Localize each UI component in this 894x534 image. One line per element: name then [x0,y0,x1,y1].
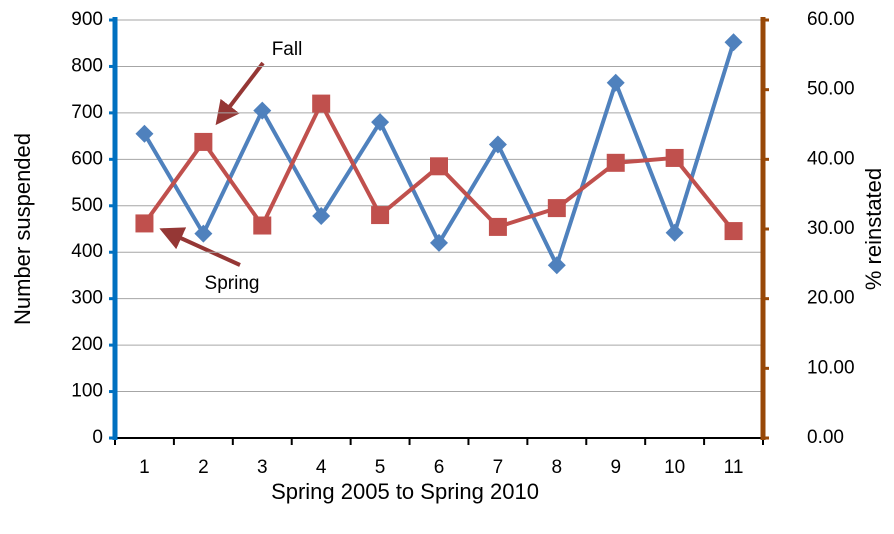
y2-axis-title: % reinstated [861,168,886,290]
annotation: Fall [272,39,303,60]
y-tick-label: 400 [71,241,103,262]
data-point [724,222,743,241]
data-point [194,224,213,243]
y2-tick-label: 10.00 [807,357,855,378]
annotation: Spring [205,273,260,294]
x-tick-label: 7 [493,457,504,478]
data-point [606,73,625,92]
x-tick-label: 9 [610,457,621,478]
x-tick-label: 10 [664,457,685,478]
y-tick-label: 500 [71,195,103,216]
data-point [547,256,566,275]
data-point [312,206,331,225]
y-tick-label: 0 [92,427,103,448]
data-point [665,148,684,167]
y-tick-label: 900 [71,9,103,30]
x-tick-label: 2 [198,457,209,478]
data-point [547,199,566,218]
data-point [135,214,154,233]
y-axis-title: Number suspended [10,133,35,325]
series-line [142,41,736,268]
data-point [430,157,448,176]
data-point [606,153,625,172]
y2-tick-label: 30.00 [807,218,855,239]
y2-tick-label: 0.00 [807,427,844,448]
data-point [430,233,448,252]
y2-tick-label: 20.00 [807,288,855,309]
x-tick-label: 3 [257,457,268,478]
annotation-arrow [215,61,265,126]
data-point [371,206,390,225]
data-point [665,223,684,242]
y-tick-label: 200 [71,334,103,355]
x-tick-label: 1 [139,457,150,478]
data-point [371,113,390,132]
data-point [312,94,331,113]
y2-tick-label: 40.00 [807,148,855,169]
data-point [488,135,507,154]
y-tick-label: 300 [71,288,103,309]
data-point [488,217,507,236]
data-point [253,216,272,235]
x-axis-title: Spring 2005 to Spring 2010 [271,479,539,504]
y-tick-label: 800 [71,55,103,76]
x-tick-label: 8 [552,457,563,478]
x-tick-label: 6 [434,457,445,478]
y-tick-label: 100 [71,381,103,402]
y-tick-label: 600 [71,148,103,169]
x-tick-label: 11 [724,457,744,478]
data-point [135,124,154,143]
x-tick-label: 5 [375,457,386,478]
y2-tick-label: 50.00 [807,79,855,100]
x-tick-label: 4 [316,457,327,478]
data-point [724,33,743,52]
data-point [194,132,213,151]
annotation-arrow [159,227,241,267]
y2-tick-label: 60.00 [807,9,855,30]
y-tick-label: 700 [71,102,103,123]
data-point [253,101,272,120]
